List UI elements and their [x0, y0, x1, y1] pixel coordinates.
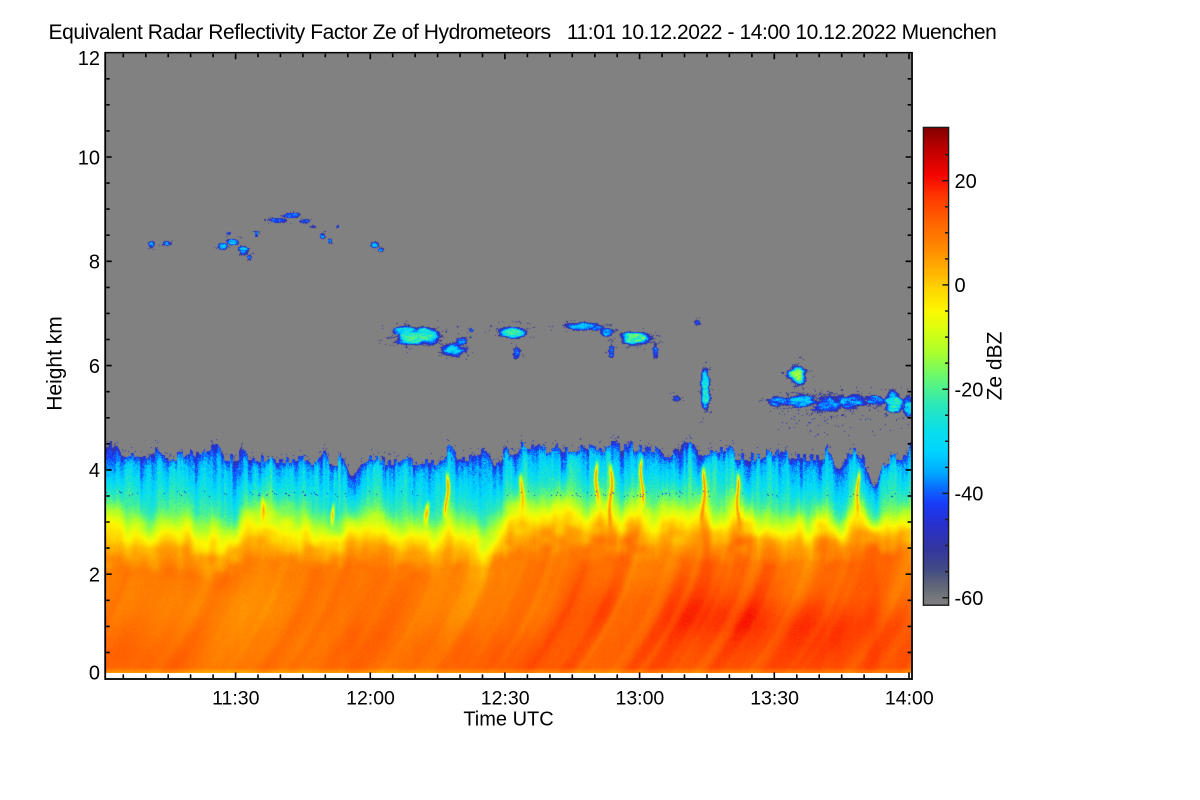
svg-text:-40: -40	[955, 484, 984, 506]
svg-text:Height km: Height km	[44, 316, 67, 411]
svg-text:0: 0	[955, 275, 966, 297]
svg-text:20: 20	[955, 171, 977, 193]
svg-text:12:00: 12:00	[346, 687, 395, 709]
svg-text:Equivalent Radar Reflectivity: Equivalent Radar Reflectivity Factor Ze …	[49, 21, 997, 44]
svg-text:13:00: 13:00	[615, 687, 664, 709]
svg-text:8: 8	[89, 252, 100, 274]
svg-text:2: 2	[89, 565, 100, 587]
svg-text:13:30: 13:30	[750, 687, 799, 709]
svg-text:4: 4	[89, 460, 100, 482]
svg-text:6: 6	[89, 356, 100, 378]
svg-text:Time UTC: Time UTC	[463, 709, 553, 731]
svg-text:11:30: 11:30	[212, 687, 260, 709]
svg-text:12: 12	[78, 48, 100, 70]
svg-text:14:00: 14:00	[885, 687, 934, 709]
svg-text:Ze dBZ: Ze dBZ	[984, 331, 1007, 400]
svg-text:12:30: 12:30	[481, 687, 530, 709]
svg-text:0: 0	[89, 663, 100, 685]
svg-text:-60: -60	[955, 588, 984, 610]
svg-text:10: 10	[78, 147, 100, 169]
svg-text:-20: -20	[955, 379, 984, 401]
